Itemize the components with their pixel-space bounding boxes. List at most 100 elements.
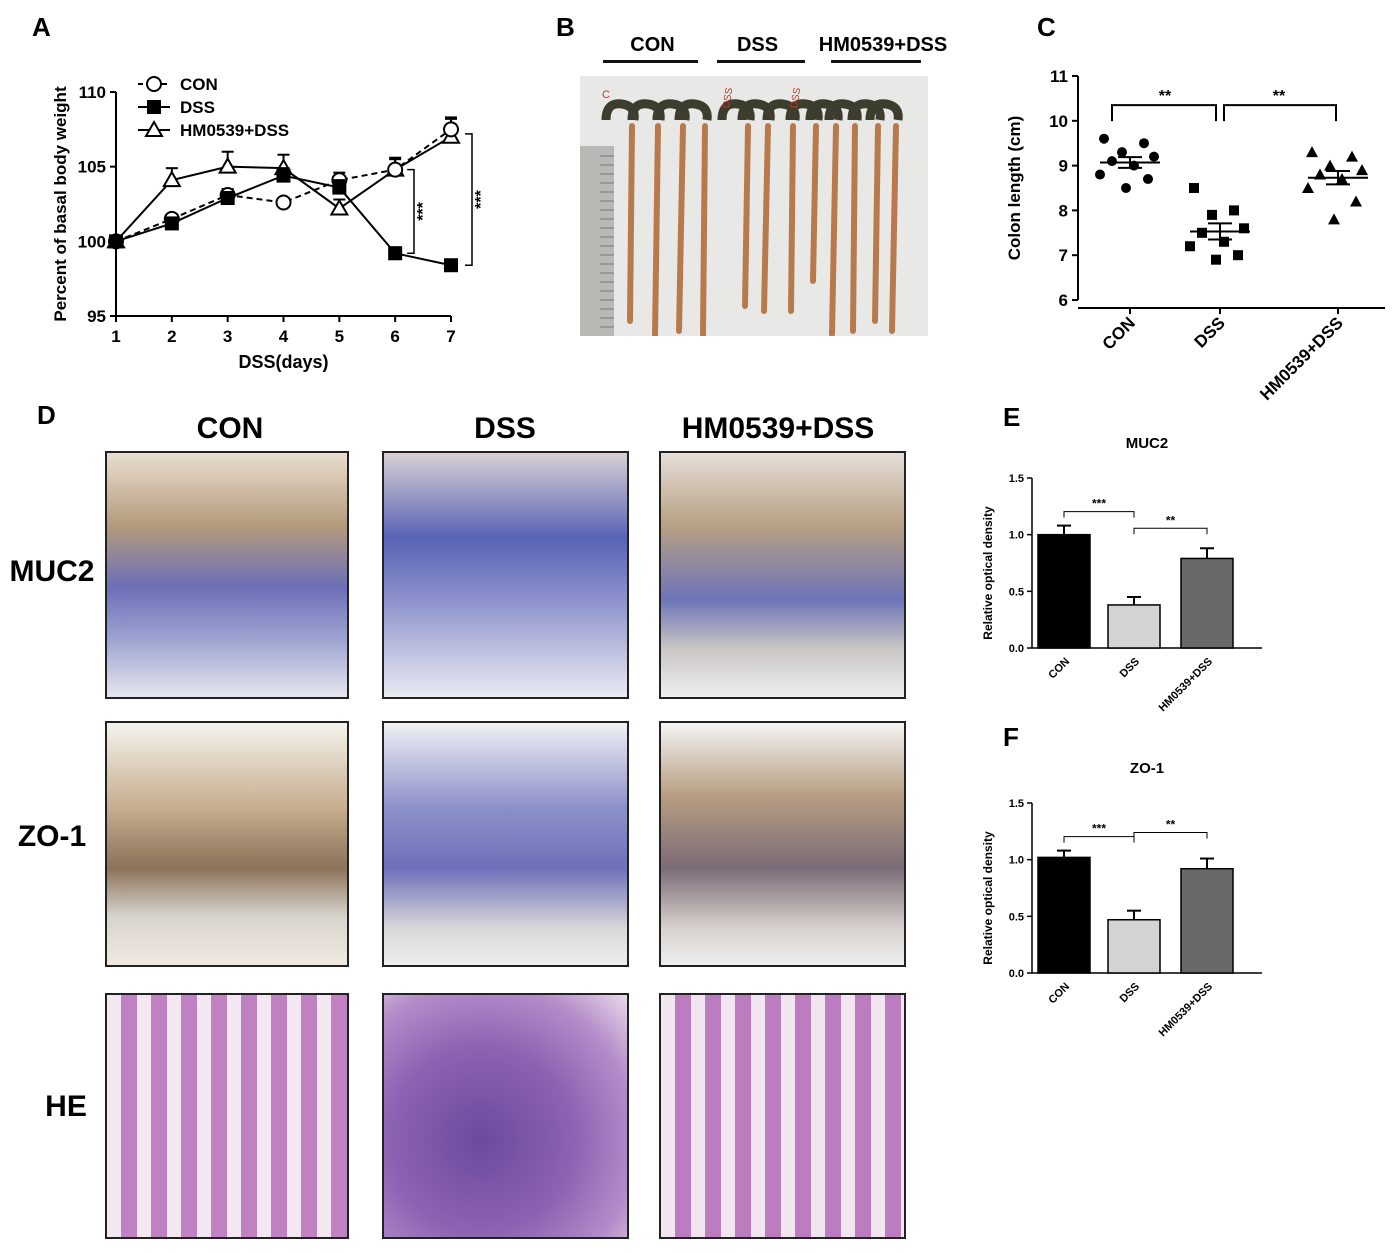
data-point-CON	[1139, 138, 1149, 149]
panel-a-line-chart: 95 100 105 110 1 2 3 4 5 6 7 DSS(days) Percent of ba…	[51, 75, 490, 372]
data-point-CON	[275, 194, 292, 211]
data-point-DSS	[388, 246, 403, 261]
y-tick-label: 105	[78, 158, 106, 177]
x-tick-label: 5	[335, 327, 344, 346]
data-point-CON	[387, 161, 404, 178]
group-label-dss: DSS	[736, 34, 779, 56]
histology-image-he-hm	[659, 993, 906, 1239]
y-tick-label: 1.5	[1009, 798, 1024, 810]
significance-label: ***	[415, 201, 432, 220]
bar-DSS	[1107, 918, 1161, 974]
legend-label: HM0539+DSS	[180, 121, 289, 140]
histology-image-muc2-dss	[382, 451, 629, 699]
y-tick-label: 0.5	[1009, 911, 1024, 923]
colon-segment	[700, 123, 708, 336]
data-point-CON	[443, 121, 459, 138]
histology-col-dss: DSS	[474, 412, 536, 445]
colon-cecum	[847, 99, 885, 121]
x-tick-label: 3	[223, 327, 232, 346]
x-tick-label: 6	[390, 327, 399, 346]
colon-cecum	[674, 99, 712, 121]
y-tick-label: 8	[1059, 201, 1068, 220]
data-point-DSS	[1185, 241, 1195, 252]
data-point-DSS	[1207, 209, 1217, 220]
y-tick-label: 1.0	[1009, 530, 1024, 542]
x-axis-label: DSS(days)	[238, 352, 328, 372]
significance-bracket	[1111, 104, 1217, 122]
histology-image-he-con	[105, 993, 349, 1239]
data-point-HM0539+DSS	[1306, 146, 1318, 158]
y-tick-label: 100	[78, 232, 106, 251]
colon-segment	[788, 123, 796, 314]
data-point-CON	[1117, 147, 1127, 158]
group-line-dss	[717, 60, 805, 63]
group-label-hm: HM0539+DSS	[818, 34, 948, 56]
y-tick-label: 110	[79, 83, 106, 102]
histology-row-zo1: ZO-1	[17, 820, 87, 853]
bar-CON	[1037, 533, 1091, 649]
legend-marker	[147, 100, 161, 114]
data-point-DSS	[220, 191, 235, 206]
data-point-DSS	[332, 180, 347, 195]
data-point-CON	[1095, 169, 1105, 180]
legend-marker	[146, 76, 162, 92]
significance-label: ***	[1092, 497, 1106, 511]
colon-segment	[627, 123, 635, 324]
data-point-HM0539+DSS	[329, 198, 350, 216]
handwriting-dss2: DSS	[789, 87, 803, 109]
data-point-DSS	[1219, 236, 1229, 247]
data-point-DSS	[164, 216, 179, 231]
group-line-con	[603, 60, 698, 63]
panel-letter-f: F	[1003, 722, 1019, 752]
histology-col-hm: HM0539+DSS	[681, 412, 875, 445]
colon-cecum	[717, 99, 755, 121]
colon-photograph: C DSS DSS	[580, 76, 928, 336]
histology-image-muc2-con	[105, 451, 349, 699]
panel-b-group-header: CON DSS HM0539+DSS	[595, 30, 955, 70]
y-tick-label: 6	[1059, 291, 1068, 310]
significance-label: **	[1166, 513, 1176, 527]
colon-segment	[676, 123, 686, 334]
colon-segment	[829, 123, 839, 336]
y-tick-label: 95	[87, 307, 106, 326]
data-point-CON	[1149, 151, 1159, 162]
data-point-DSS	[1197, 227, 1207, 238]
x-tick-label: HM0539+DSS	[1157, 656, 1215, 714]
colon-segment	[810, 123, 819, 284]
significance-bracket	[1063, 836, 1135, 843]
data-point-CON	[1121, 183, 1131, 193]
significance-bracket	[1223, 104, 1337, 122]
data-point-HM0539+DSS	[1346, 150, 1358, 162]
x-tick-label: 4	[279, 327, 289, 346]
y-tick-label: 0.0	[1009, 643, 1024, 655]
data-point-DSS	[1189, 183, 1199, 193]
data-point-DSS	[444, 258, 458, 273]
x-tick-label: 1	[111, 327, 120, 346]
x-tick-label: CON	[1099, 313, 1139, 353]
panel-f-bar-chart: ZO-1 0.0 0.5 1.0 1.5 Relative optical density…	[981, 760, 1262, 1039]
colon-segment	[761, 123, 771, 314]
significance-bracket	[1133, 832, 1208, 839]
histology-image-muc2-hm	[659, 451, 906, 699]
colon-segment	[872, 123, 881, 324]
colon-segment	[742, 123, 751, 309]
histology-image-zo1-dss	[382, 721, 629, 967]
colon-cecum	[785, 99, 823, 121]
data-point-DSS	[1233, 250, 1243, 261]
panel-letter-c: C	[1037, 12, 1056, 42]
data-point-DSS	[1211, 254, 1221, 265]
colon-cecum	[805, 99, 843, 121]
data-point-HM0539+DSS	[162, 170, 182, 188]
data-point-HM0539+DSS	[1356, 164, 1368, 176]
bar-HM0539+DSS	[1180, 557, 1234, 649]
significance-label: ***	[473, 189, 490, 208]
bar-HM0539+DSS	[1180, 867, 1234, 974]
panel-letter-b: B	[556, 12, 575, 42]
y-tick-label: 1.0	[1009, 855, 1024, 867]
data-point-CON	[1099, 133, 1109, 144]
data-point-HM0539+DSS	[1324, 159, 1336, 171]
handwriting-c: C	[602, 89, 610, 101]
x-tick-label: HM0539+DSS	[1157, 981, 1215, 1039]
panel-c-dot-plot: 6 7 8 9 10 11 Colon length (cm) CON DSS HM0539+DS…	[1005, 67, 1385, 404]
x-tick-label: DSS	[1118, 656, 1142, 680]
